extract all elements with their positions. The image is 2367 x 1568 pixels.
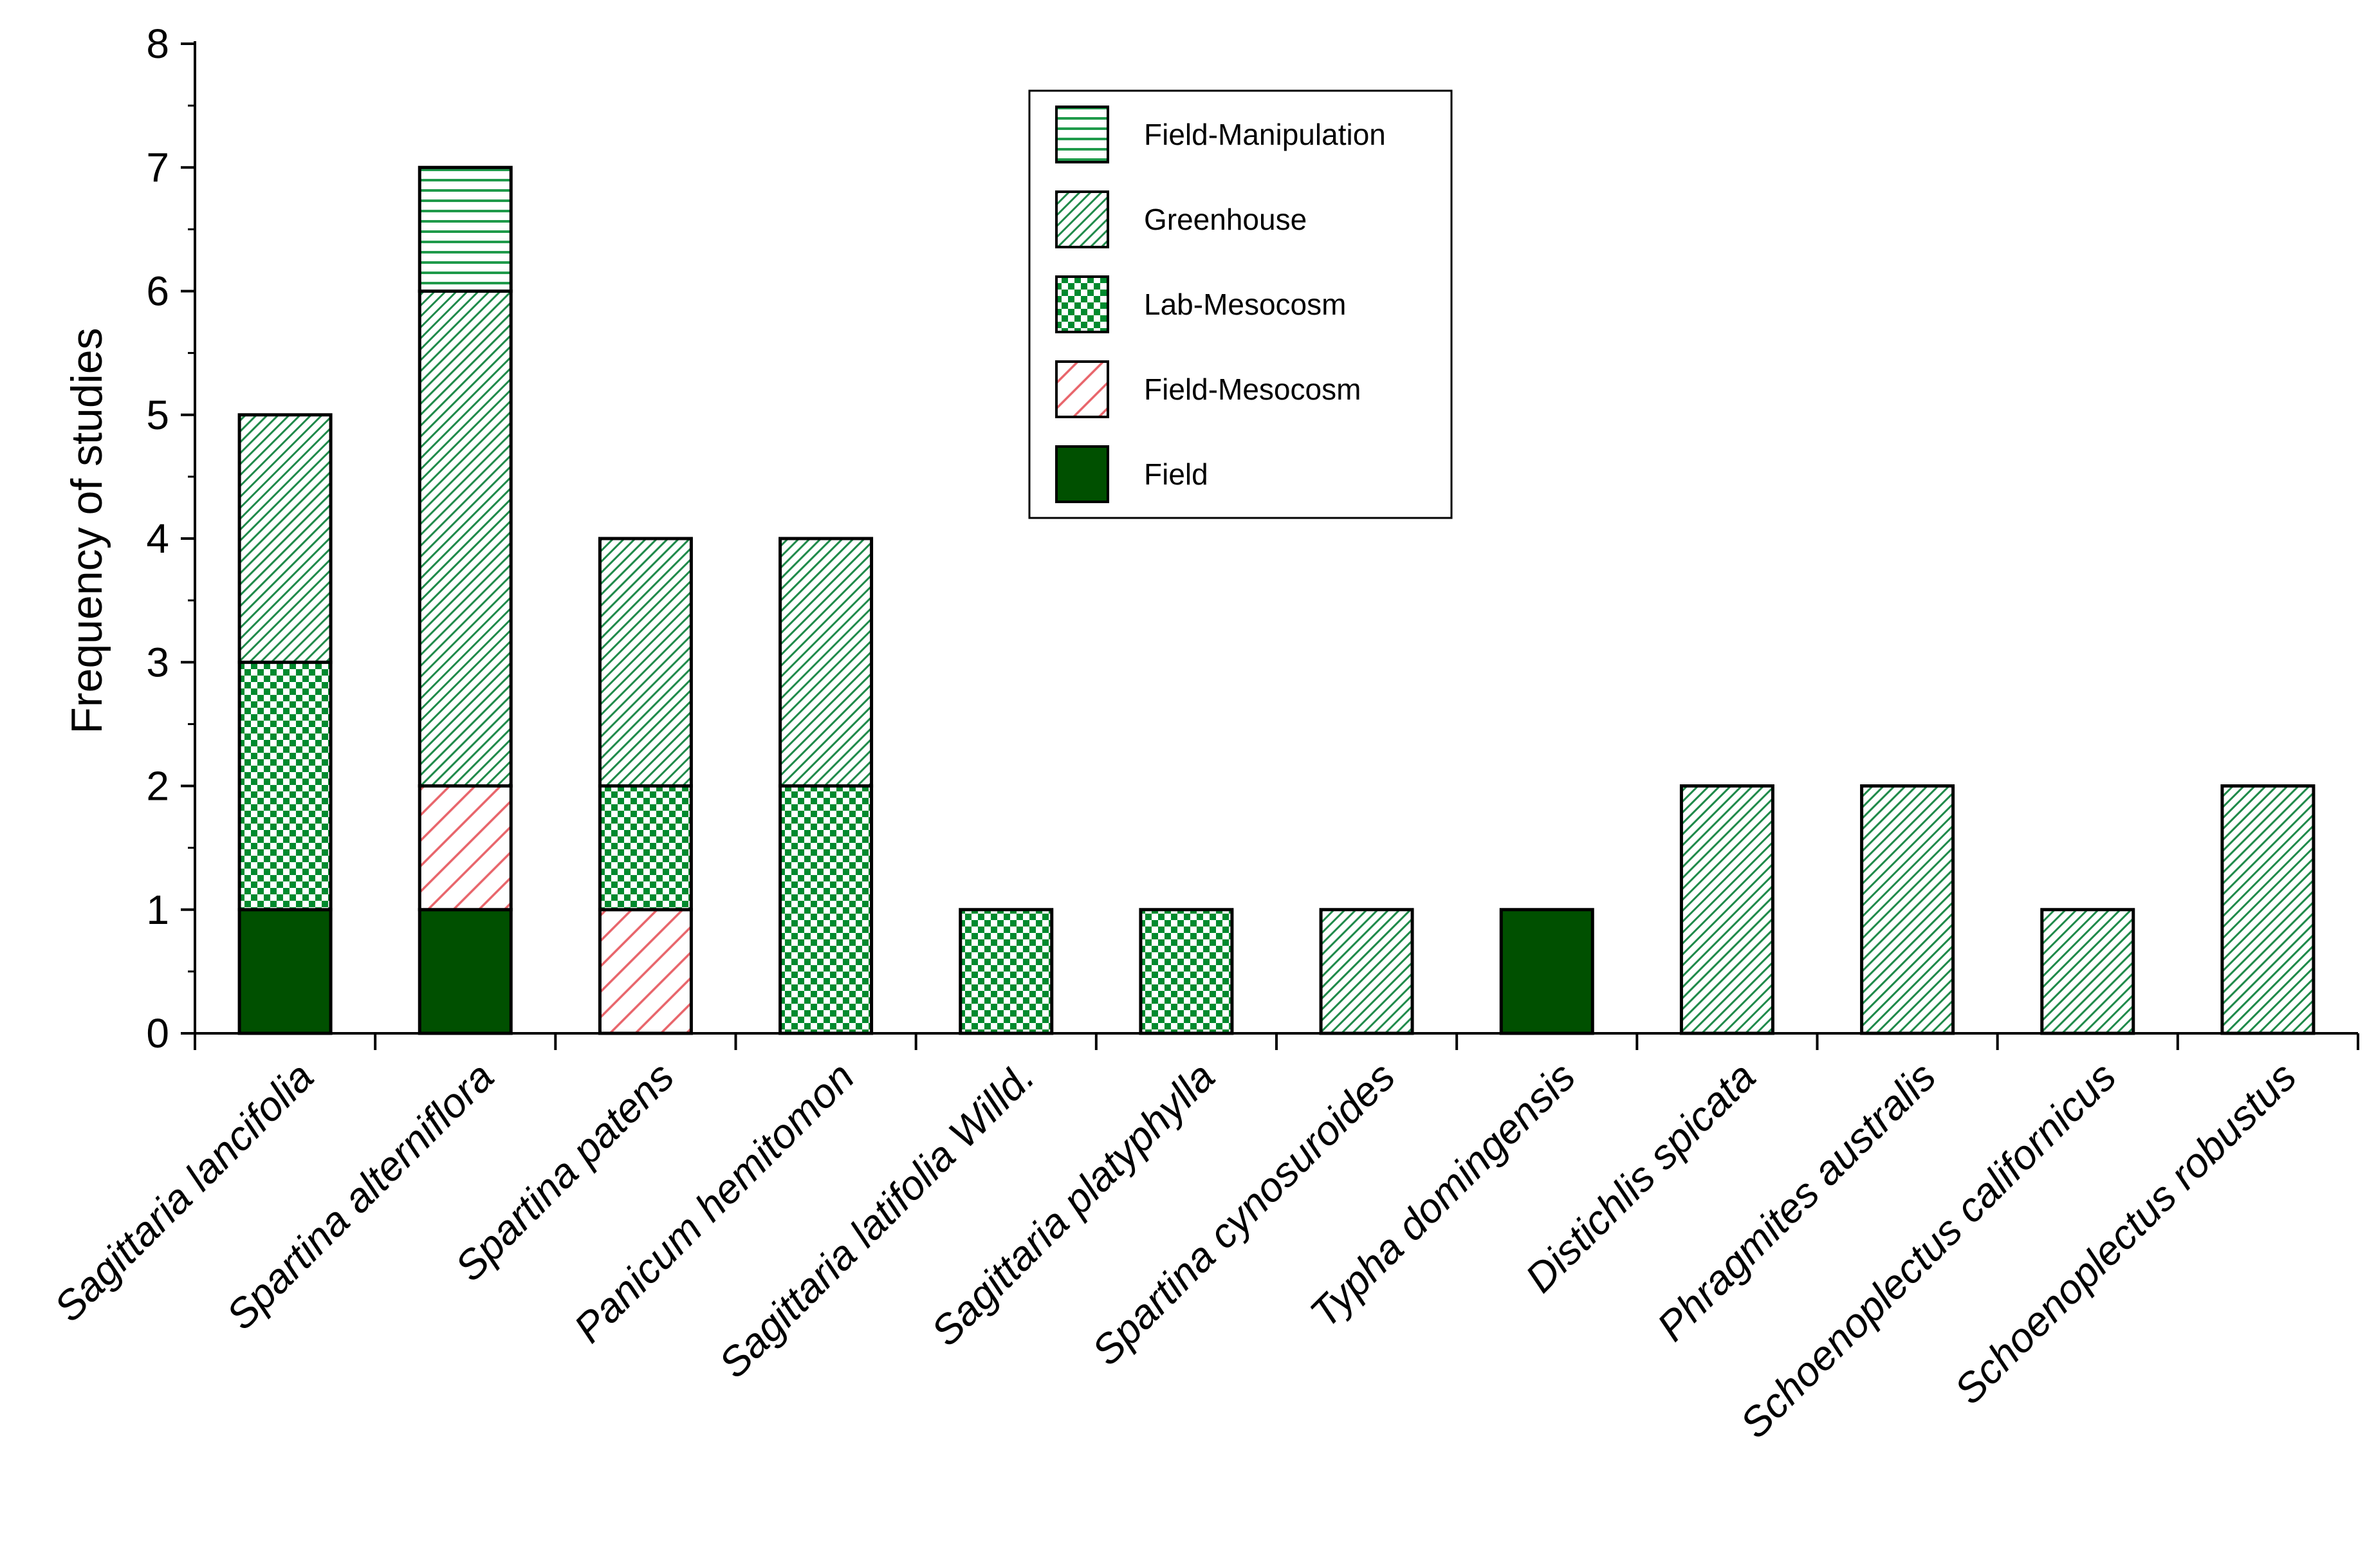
y-axis-title: Frequency of studies — [62, 327, 111, 733]
bar-phragmites-australis-greenhouse — [1860, 784, 1955, 1035]
bar-spartina-patens-greenhouse — [598, 537, 693, 788]
legend: Field-Manipulation Greenhouse Lab-Mesocosm… — [1028, 89, 1453, 519]
y-tick-label-7: 7 — [146, 144, 169, 190]
bar-spartina-patens-field-mesocosm — [598, 908, 693, 1035]
bar-spartina-alterniflora-greenhouse — [418, 290, 513, 788]
bar-sagittaria-latifolia-willd-lab-mesocosm — [959, 908, 1054, 1035]
bar-schoenoplectus-robustus-greenhouse — [2220, 784, 2316, 1035]
y-tick-label-4: 4 — [146, 515, 169, 562]
bar-schoenoplectus-californicus-greenhouse — [2040, 908, 2135, 1035]
legend-label-field-manipulation: Field-Manipulation — [1144, 118, 1386, 151]
bar-spartina-alterniflora-field-manipulation — [418, 165, 513, 293]
y-tick-label-5: 5 — [146, 392, 169, 438]
legend-swatch-field-mesocosm — [1055, 360, 1109, 418]
y-tick-label-2: 2 — [146, 763, 169, 809]
bar-typha-domingensis-field — [1499, 908, 1594, 1035]
x-category-label-schoenoplectus-californicus: Schoenoplectus californicus — [1731, 1053, 2125, 1447]
legend-swatch-lab-mesocosm — [1055, 275, 1109, 333]
y-tick-label-0: 0 — [146, 1010, 169, 1056]
bar-sagittaria-lancifolia-field — [237, 908, 333, 1035]
legend-swatch-field-manipulation — [1055, 106, 1109, 163]
bar-spartina-alterniflora-field — [418, 908, 513, 1035]
y-tick-label-6: 6 — [146, 268, 169, 315]
bar-spartina-patens-lab-mesocosm — [598, 784, 693, 912]
bar-panicum-hemitomon-greenhouse — [778, 537, 874, 788]
legend-label-lab-mesocosm: Lab-Mesocosm — [1144, 288, 1346, 321]
y-tick-label-8: 8 — [146, 21, 169, 67]
y-tick-label-3: 3 — [146, 639, 169, 685]
legend-label-field-mesocosm: Field-Mesocosm — [1144, 373, 1361, 406]
bar-panicum-hemitomon-lab-mesocosm — [778, 784, 874, 1035]
bar-sagittaria-platyphylla-lab-mesocosm — [1139, 908, 1234, 1035]
x-category-label-sagittaria-latifolia-willd: Sagittaria latifolia Willd. — [710, 1053, 1043, 1387]
legend-swatch-greenhouse — [1055, 190, 1109, 248]
y-tick-label-1: 1 — [146, 887, 169, 933]
x-category-label-spartina-cynosuroides: Spartina cynosuroides — [1083, 1053, 1404, 1374]
bars-layer — [237, 165, 2316, 1035]
legend-swatch-field — [1055, 445, 1109, 503]
bar-spartina-cynosuroides-greenhouse — [1319, 908, 1414, 1035]
bar-spartina-alterniflora-field-mesocosm — [418, 784, 513, 912]
bar-distichlis-spicata-greenhouse — [1679, 784, 1774, 1035]
legend-label-field: Field — [1144, 457, 1208, 491]
legend-label-greenhouse: Greenhouse — [1144, 203, 1307, 236]
bar-sagittaria-lancifolia-greenhouse — [237, 413, 333, 664]
bar-sagittaria-lancifolia-lab-mesocosm — [237, 660, 333, 912]
x-category-label-schoenoplectus-robustus: Schoenoplectus robustus — [1946, 1053, 2305, 1413]
